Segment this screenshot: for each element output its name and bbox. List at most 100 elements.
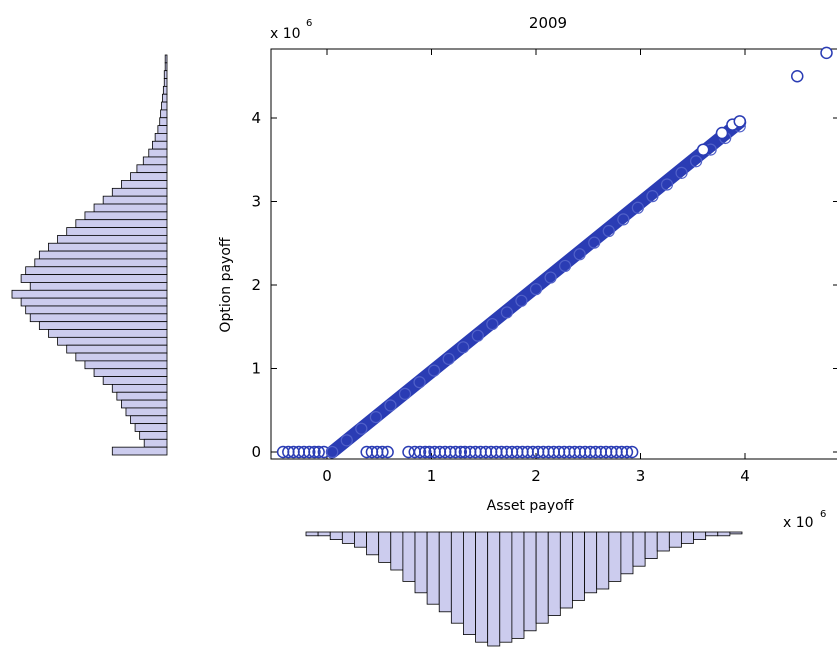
option-histogram-bar <box>159 117 168 126</box>
option-histogram-bar <box>102 376 168 385</box>
option-histogram-bar <box>111 384 168 393</box>
asset-histogram-bar <box>341 531 355 544</box>
asset-histogram-bar <box>620 531 634 575</box>
payoff-marker <box>588 236 601 249</box>
payoff-marker <box>326 445 339 459</box>
asset-histogram-bar <box>668 531 682 548</box>
option-histogram-bar <box>57 336 168 346</box>
option-histogram-bar <box>121 180 168 189</box>
zero-payoff-points <box>276 445 639 459</box>
option-histogram-bar <box>121 399 168 409</box>
option-histogram-bar <box>163 70 168 79</box>
option-histogram-bar <box>143 438 168 448</box>
asset-histogram-bar <box>366 531 380 556</box>
outlier-marker <box>696 143 710 156</box>
payoff-line <box>325 115 747 459</box>
asset-histogram-bar <box>450 531 464 624</box>
y-tick-label: 4 <box>251 109 261 127</box>
option-histogram-bar <box>34 258 168 268</box>
asset-histogram-bar <box>390 531 404 571</box>
payoff-marker <box>690 155 703 168</box>
option-histogram-bar <box>164 62 168 72</box>
payoff-marker <box>602 224 615 238</box>
x-tick-label: 2 <box>531 467 541 485</box>
option-histogram-bar <box>66 344 168 354</box>
payoff-marker <box>428 364 441 377</box>
option-histogram-bar <box>130 415 168 425</box>
option-histogram-bar <box>111 446 168 456</box>
asset-histogram-bar <box>305 531 319 537</box>
option-histogram-bar <box>136 164 168 174</box>
option-histogram-bar <box>164 54 168 64</box>
option-histogram-bar <box>29 313 168 323</box>
outlier-marker <box>733 115 747 128</box>
option-histogram-bar <box>25 305 168 315</box>
asset-histogram-bar <box>656 531 670 552</box>
zero-payoff-marker <box>308 445 321 459</box>
option-histogram-bar <box>25 266 168 276</box>
asset-histogram-bar <box>559 531 573 609</box>
asset-histogram-bar <box>523 531 537 632</box>
asset-histogram-bar <box>596 531 610 590</box>
asset-histogram-bar <box>584 531 598 594</box>
asset-histogram-bar <box>426 531 440 605</box>
asset-histogram-bar <box>693 531 707 540</box>
x-exponent-base: x 10 <box>783 515 814 531</box>
zero-payoff-marker <box>620 445 634 459</box>
asset-histogram-bar <box>329 531 343 540</box>
asset-histogram-bar <box>717 531 731 537</box>
option-histogram-bar <box>148 148 168 158</box>
asset-histogram-bar <box>644 531 658 560</box>
option-histogram-bar <box>84 211 168 221</box>
zero-payoff-marker <box>625 445 639 459</box>
payoff-marker <box>500 306 513 319</box>
chart-title: 2009 <box>529 14 567 32</box>
option-histogram-bar <box>75 352 168 362</box>
zero-payoff-marker <box>418 445 432 459</box>
payoff-marker <box>631 201 644 214</box>
option-histogram-bar <box>48 242 168 252</box>
zero-payoff-marker <box>413 445 427 459</box>
payoff-marker <box>442 352 455 366</box>
option-histogram-bar <box>20 274 168 283</box>
outlier-marker <box>791 70 804 83</box>
x-tick-label: 0 <box>322 467 332 485</box>
option-histogram-bar <box>134 423 168 432</box>
payoff-marker <box>471 329 484 342</box>
asset-histogram-bar <box>511 531 525 639</box>
outlier-marker <box>715 126 729 140</box>
asset-histogram-bar <box>572 531 585 601</box>
option-histogram-bar <box>162 85 168 95</box>
payoff-marker <box>515 294 528 307</box>
option-histogram-bar <box>160 109 168 119</box>
payoff-marker <box>413 376 426 389</box>
option-histogram-bar <box>38 321 168 330</box>
x-tick-label: 1 <box>427 467 437 485</box>
option-histogram-bar <box>48 329 168 338</box>
payoff-marker <box>573 248 586 261</box>
option-histogram-bar <box>130 172 168 181</box>
option-histogram-bar <box>57 234 168 244</box>
zero-payoff-marker <box>454 445 468 459</box>
option-histogram-bar <box>162 93 168 103</box>
zero-payoff-marker <box>376 445 389 459</box>
asset-histogram-bar <box>547 531 561 616</box>
asset-histogram-bar <box>729 531 743 535</box>
y-exponent-power: 6 <box>306 18 312 29</box>
zero-payoff-marker <box>312 445 325 459</box>
x-axis-label: Asset payoff <box>487 498 574 514</box>
option-histogram-bar <box>125 407 168 417</box>
option-histogram-bar <box>38 250 168 260</box>
y-tick-label: 3 <box>251 193 261 211</box>
asset-histogram-bar <box>499 531 513 643</box>
option-histogram-bar <box>75 219 168 228</box>
option-histogram-bar <box>102 195 168 205</box>
asset-histogram-bar <box>414 531 428 594</box>
payoff-marker <box>384 399 397 412</box>
x-tick-label: 3 <box>636 467 646 485</box>
option-histogram-bar <box>152 140 168 150</box>
asset-histogram-bar <box>705 531 719 537</box>
option-histogram-bar <box>20 297 168 307</box>
option-histogram-bar <box>163 78 168 87</box>
